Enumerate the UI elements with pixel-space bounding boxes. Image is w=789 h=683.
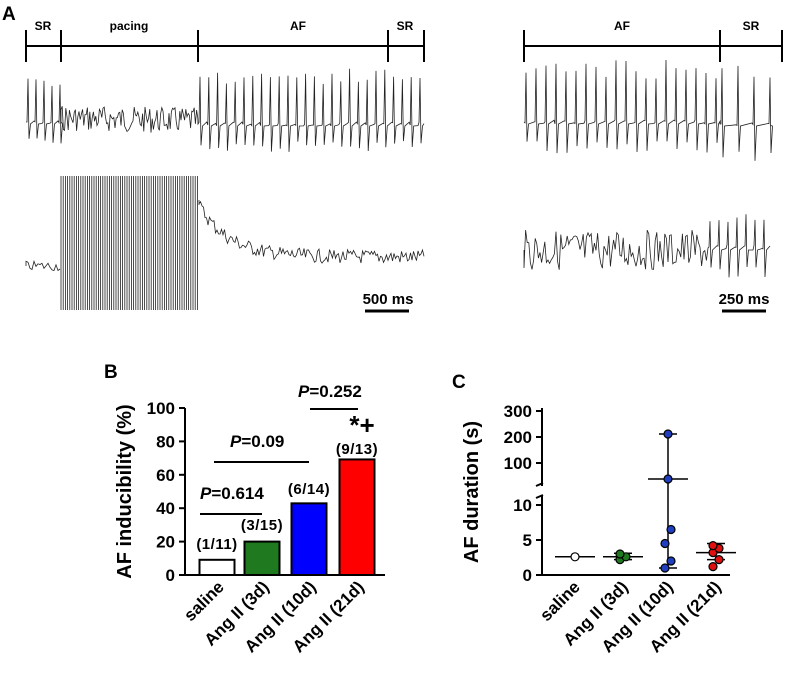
atrial-trace-right (523, 214, 771, 278)
p-value-label-b: P=0.09 (230, 432, 284, 451)
data-point-c (570, 552, 580, 562)
y-tick-label-b: 60 (156, 466, 175, 485)
ecg-trace-left (26, 68, 425, 152)
y-tick-label-c: 5 (523, 531, 532, 550)
bar-count-label-b: (6/14) (288, 481, 330, 498)
significance-markers-b: *+ (349, 410, 374, 440)
segment-label-af-right: AF (614, 19, 630, 33)
y-axis-title-b: AF inducibility (%) (114, 404, 136, 578)
y-tick-label-b: 80 (156, 432, 175, 451)
bar-count-label-b: (1/11) (196, 536, 237, 553)
y-tick-label-b: 0 (166, 566, 175, 585)
segment-label-sr-2: SR (397, 19, 414, 33)
bar-b (290, 502, 328, 576)
left-segment-bar (25, 30, 425, 62)
scale-label-right: 250 ms (719, 291, 770, 308)
axis-break-mark-c (535, 494, 544, 499)
y-tick-label-b: 40 (156, 499, 175, 518)
segment-label-pacing: pacing (110, 19, 149, 33)
p-symbol: P (200, 484, 212, 503)
segment-label-sr-right: SR (743, 19, 760, 33)
data-point-c (666, 556, 676, 566)
p-symbol: P (298, 382, 310, 401)
y-tick-label-c: 200 (504, 428, 532, 447)
bar-b (243, 540, 281, 576)
panel-b-letter: B (104, 362, 118, 383)
data-point-c (663, 474, 673, 484)
data-point-c (663, 429, 673, 439)
panel-a-letter: A (2, 4, 16, 25)
data-point-c (666, 524, 676, 535)
p-value-label-b: P=0.252 (298, 382, 362, 401)
bar-count-label-b: (3/15) (241, 517, 283, 534)
scale-label-left: 500 ms (363, 291, 414, 308)
y-tick-label-b: 100 (147, 399, 175, 418)
y-axis-title-c: AF duration (s) (461, 421, 483, 563)
data-point-c (714, 554, 724, 565)
data-point-c (708, 540, 718, 551)
panel-c-letter: C (452, 372, 466, 393)
segment-label-af-left: AF (290, 19, 306, 33)
p-value: =0.614 (211, 484, 264, 503)
bar-count-label-b: (9/13) (336, 441, 378, 458)
p-symbol: P (230, 432, 242, 451)
bar-b (198, 558, 236, 576)
p-value: =0.09 (241, 432, 284, 451)
chart-b-af-inducibility: 0 20 40 60 80 100 AF inducibility (%) (1/11)(3/… (114, 382, 385, 656)
y-tick-label-c: 300 (504, 402, 532, 421)
p-value-label-b: P=0.614 (200, 484, 264, 503)
bar-b (338, 458, 376, 577)
axis-break-mark-c (535, 482, 544, 487)
y-tick-label-c: 10 (513, 496, 532, 515)
y-tick-label-c: 100 (504, 454, 532, 473)
data-point-c (615, 549, 625, 559)
p-value: =0.252 (309, 382, 361, 401)
data-point-c (660, 538, 670, 549)
atrial-trace-left (25, 176, 425, 310)
right-segment-bar (523, 30, 783, 62)
data-point-c (708, 561, 718, 572)
segment-label-sr-1: SR (35, 19, 52, 33)
y-tick-label-c: 0 (523, 566, 532, 585)
ecg-trace-right (523, 59, 773, 161)
y-tick-label-b: 20 (156, 533, 175, 552)
data-point-c (660, 563, 670, 573)
